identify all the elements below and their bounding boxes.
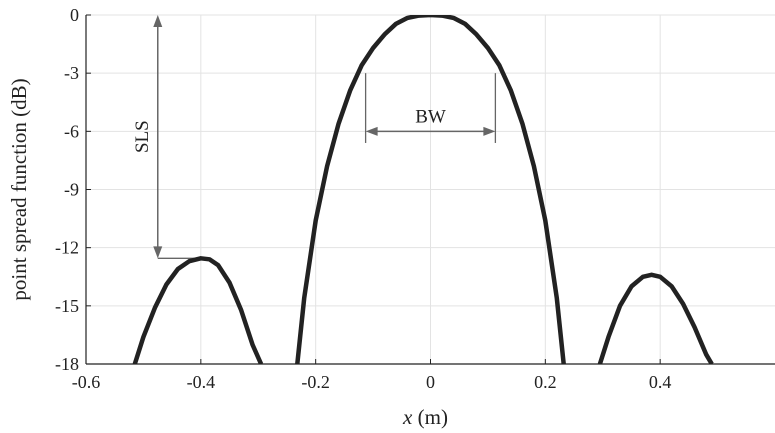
axes: [85, 14, 775, 365]
x-tick-label-5: 0.4: [649, 372, 672, 392]
x-tick-label-0: -0.6: [72, 372, 101, 392]
y-tick-label-1: -3: [64, 63, 79, 83]
x-tick-label-1: -0.4: [187, 372, 216, 392]
x-tick-label-3: 0: [426, 372, 435, 392]
x-axis-label-var: x: [402, 405, 413, 429]
sls-arrow-bottom-head: [153, 246, 163, 259]
annotation-labels: BW SLS: [132, 106, 446, 153]
tick-labels: -0.6 -0.4 -0.2 0 0.2 0.4 0 -3 -6 -9 -12 -15 -18: [55, 5, 671, 392]
sls-label: SLS: [132, 120, 153, 153]
psf-lobe-0-2: [597, 272, 714, 364]
y-tick-label-0: 0: [70, 5, 79, 25]
sls-arrow-top-head: [153, 15, 163, 27]
y-axis-label: point spread function (dB): [7, 78, 31, 300]
y-tick-label-2: -6: [64, 121, 79, 141]
psf-lobe-0-0: [132, 256, 264, 364]
grid: [86, 14, 775, 364]
bw-label: BW: [415, 106, 446, 127]
y-tick-label-6: -18: [55, 354, 79, 374]
psf-lobe-0-1: [295, 15, 566, 364]
psf-curve: [132, 15, 714, 364]
x-tick-label-4: 0.2: [534, 372, 557, 392]
y-tick-label-4: -12: [55, 238, 79, 258]
x-tick-label-2: -0.2: [301, 372, 330, 392]
x-axis-label-unit: (m): [412, 405, 448, 429]
bw-arrow-right-head: [483, 126, 496, 136]
y-tick-label-3: -9: [64, 180, 79, 200]
annotations: [153, 15, 497, 259]
y-tick-label-5: -15: [55, 296, 79, 316]
bw-arrow-left-head: [365, 126, 378, 136]
x-axis-label: x (m): [402, 405, 448, 429]
